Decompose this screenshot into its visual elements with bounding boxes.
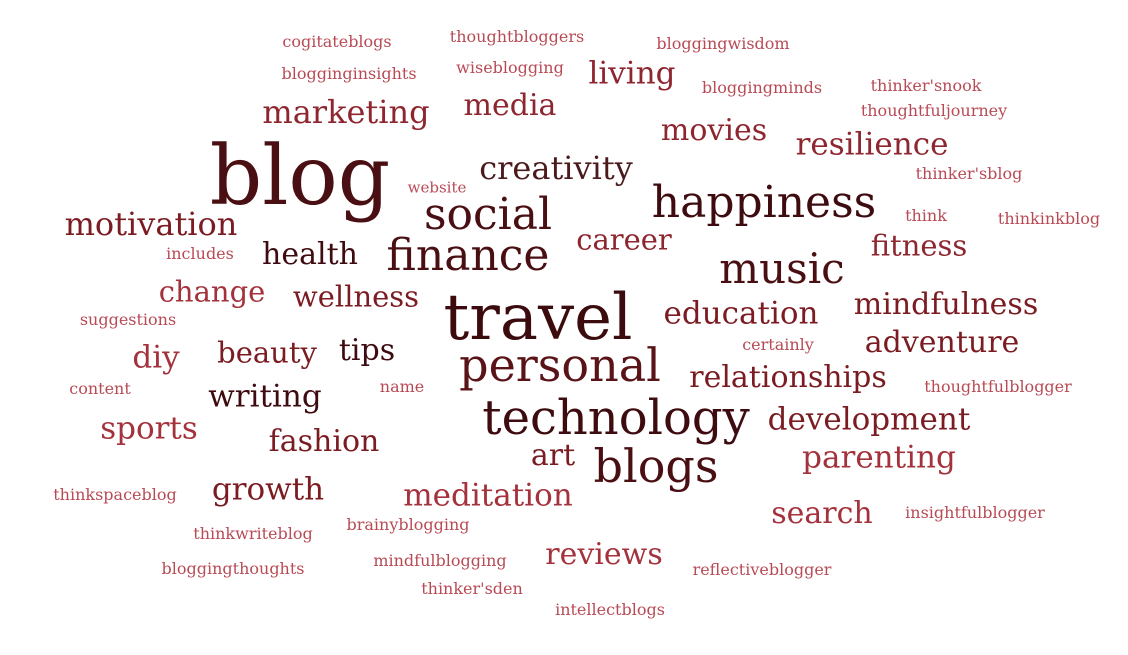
word-blogginginsights: blogginginsights: [281, 64, 417, 83]
word-bloggingwisdom: bloggingwisdom: [656, 34, 790, 53]
word-thinkers-den: thinker'sden: [421, 579, 523, 598]
word-media: media: [463, 88, 557, 123]
word-thinkspaceblog: thinkspaceblog: [53, 485, 177, 504]
word-bloggingthoughts: bloggingthoughts: [161, 559, 305, 578]
word-meditation: meditation: [403, 477, 573, 514]
word-fitness: fitness: [870, 228, 968, 263]
word-parenting: parenting: [802, 439, 956, 476]
word-reviews: reviews: [545, 537, 663, 572]
word-tips: tips: [338, 333, 396, 368]
word-adventure: adventure: [864, 325, 1020, 360]
word-thoughtfulblogger: thoughtfulblogger: [924, 377, 1072, 396]
word-content: content: [69, 379, 131, 398]
word-think: think: [905, 206, 947, 225]
word-music: music: [719, 244, 845, 293]
word-travel: travel: [443, 281, 633, 355]
word-thinkers-nook: thinker'snook: [870, 76, 982, 95]
word-bloggingminds: bloggingminds: [701, 78, 823, 97]
word-change: change: [158, 274, 266, 309]
word-finance: finance: [386, 230, 550, 281]
word-cogitateblogs: cogitateblogs: [282, 32, 392, 51]
word-creativity: creativity: [479, 149, 633, 187]
word-blogs: blogs: [593, 439, 719, 493]
word-resilience: resilience: [795, 126, 949, 163]
word-website: website: [407, 178, 467, 197]
word-growth: growth: [211, 471, 325, 508]
word-education: education: [663, 295, 819, 332]
word-art: art: [530, 438, 576, 473]
word-suggestions: suggestions: [79, 310, 177, 329]
word-thinkinkblog: thinkinkblog: [997, 209, 1101, 228]
word-includes: includes: [166, 244, 234, 263]
word-blog: blog: [209, 129, 391, 224]
word-career: career: [576, 222, 672, 257]
word-mindfulblogging: mindfulblogging: [373, 551, 507, 570]
word-thoughtbloggers: thoughtbloggers: [449, 27, 585, 46]
word-name: name: [379, 377, 425, 396]
word-sports: sports: [100, 410, 198, 447]
word-marketing: marketing: [262, 93, 430, 131]
word-thoughtfuljourney: thoughtfuljourney: [860, 101, 1008, 120]
word-beauty: beauty: [217, 335, 317, 370]
word-motivation: motivation: [64, 205, 238, 243]
word-wiseblogging: wiseblogging: [456, 58, 564, 77]
word-social: social: [423, 189, 553, 240]
word-wellness: wellness: [292, 279, 420, 314]
word-brainyblogging: brainyblogging: [346, 515, 470, 534]
word-movies: movies: [660, 113, 768, 148]
word-personal: personal: [459, 338, 661, 392]
word-relationships: relationships: [689, 360, 887, 395]
word-development: development: [767, 401, 971, 438]
word-insightfulblogger: insightfulblogger: [905, 503, 1045, 522]
word-search: search: [771, 496, 873, 531]
word-intellectblogs: intellectblogs: [555, 600, 665, 619]
word-diy: diy: [132, 339, 180, 376]
word-writing: writing: [208, 378, 322, 415]
word-technology: technology: [482, 390, 750, 446]
word-fashion: fashion: [268, 424, 380, 459]
word-thinkwriteblog: thinkwriteblog: [193, 524, 313, 543]
word-thinkers-blog: thinker'sblog: [915, 164, 1023, 183]
word-mindfulness: mindfulness: [853, 287, 1039, 322]
word-reflectiveblogger: reflectiveblogger: [692, 560, 832, 579]
word-certainly: certainly: [742, 335, 814, 354]
word-health: health: [262, 237, 358, 272]
word-living: living: [588, 55, 676, 92]
word-happiness: happiness: [651, 177, 877, 228]
